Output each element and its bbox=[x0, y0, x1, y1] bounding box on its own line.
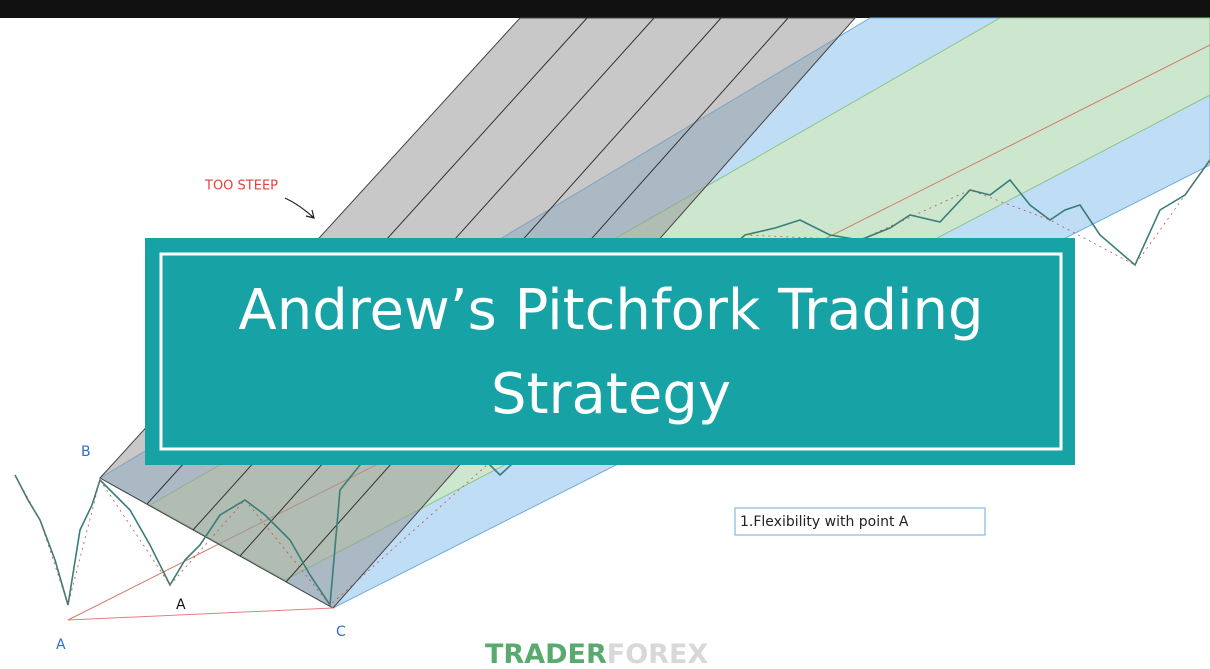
title: Andrew’s Pitchfork Trading bbox=[238, 278, 983, 343]
point-label: A bbox=[56, 637, 66, 653]
handle-line bbox=[68, 608, 333, 620]
arrow bbox=[285, 198, 314, 218]
page: TOO STEEP B A A C 1.Flexibility with poi… bbox=[0, 0, 1210, 669]
point-label: B bbox=[81, 444, 91, 460]
title: Strategy bbox=[491, 362, 731, 427]
title-box bbox=[145, 238, 1075, 465]
logo-part: FOREX bbox=[607, 639, 709, 669]
too-steep-label: TOO STEEP bbox=[204, 179, 278, 194]
note-label: 1.Flexibility with point A bbox=[740, 514, 909, 530]
point-label: A bbox=[176, 597, 186, 613]
thumbnail: TOO STEEP B A A C 1.Flexibility with poi… bbox=[0, 0, 1210, 669]
logo-part: TRADER bbox=[485, 639, 607, 669]
logo: TRADERFOREX bbox=[485, 639, 708, 669]
point-label: C bbox=[336, 624, 346, 640]
top-bar bbox=[0, 0, 1210, 18]
